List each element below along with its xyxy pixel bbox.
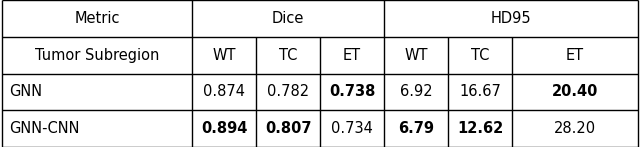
Text: TC: TC	[471, 48, 489, 63]
Text: Metric: Metric	[74, 11, 120, 26]
Text: 0.738: 0.738	[329, 84, 375, 99]
Text: 28.20: 28.20	[554, 121, 596, 136]
Text: Tumor Subregion: Tumor Subregion	[35, 48, 159, 63]
Text: Dice: Dice	[272, 11, 304, 26]
Text: WT: WT	[212, 48, 236, 63]
Text: 0.874: 0.874	[203, 84, 245, 99]
Text: 12.62: 12.62	[457, 121, 503, 136]
Text: 0.734: 0.734	[331, 121, 373, 136]
Text: GNN-CNN: GNN-CNN	[10, 121, 80, 136]
Text: 0.894: 0.894	[201, 121, 247, 136]
Text: GNN: GNN	[10, 84, 43, 99]
Text: 6.79: 6.79	[398, 121, 434, 136]
Text: 16.67: 16.67	[459, 84, 501, 99]
Text: WT: WT	[404, 48, 428, 63]
Text: HD95: HD95	[491, 11, 531, 26]
Text: 0.782: 0.782	[267, 84, 309, 99]
Text: 0.807: 0.807	[265, 121, 311, 136]
Text: ET: ET	[566, 48, 584, 63]
Text: 20.40: 20.40	[552, 84, 598, 99]
Text: 6.92: 6.92	[400, 84, 432, 99]
Text: ET: ET	[343, 48, 361, 63]
Text: TC: TC	[279, 48, 297, 63]
